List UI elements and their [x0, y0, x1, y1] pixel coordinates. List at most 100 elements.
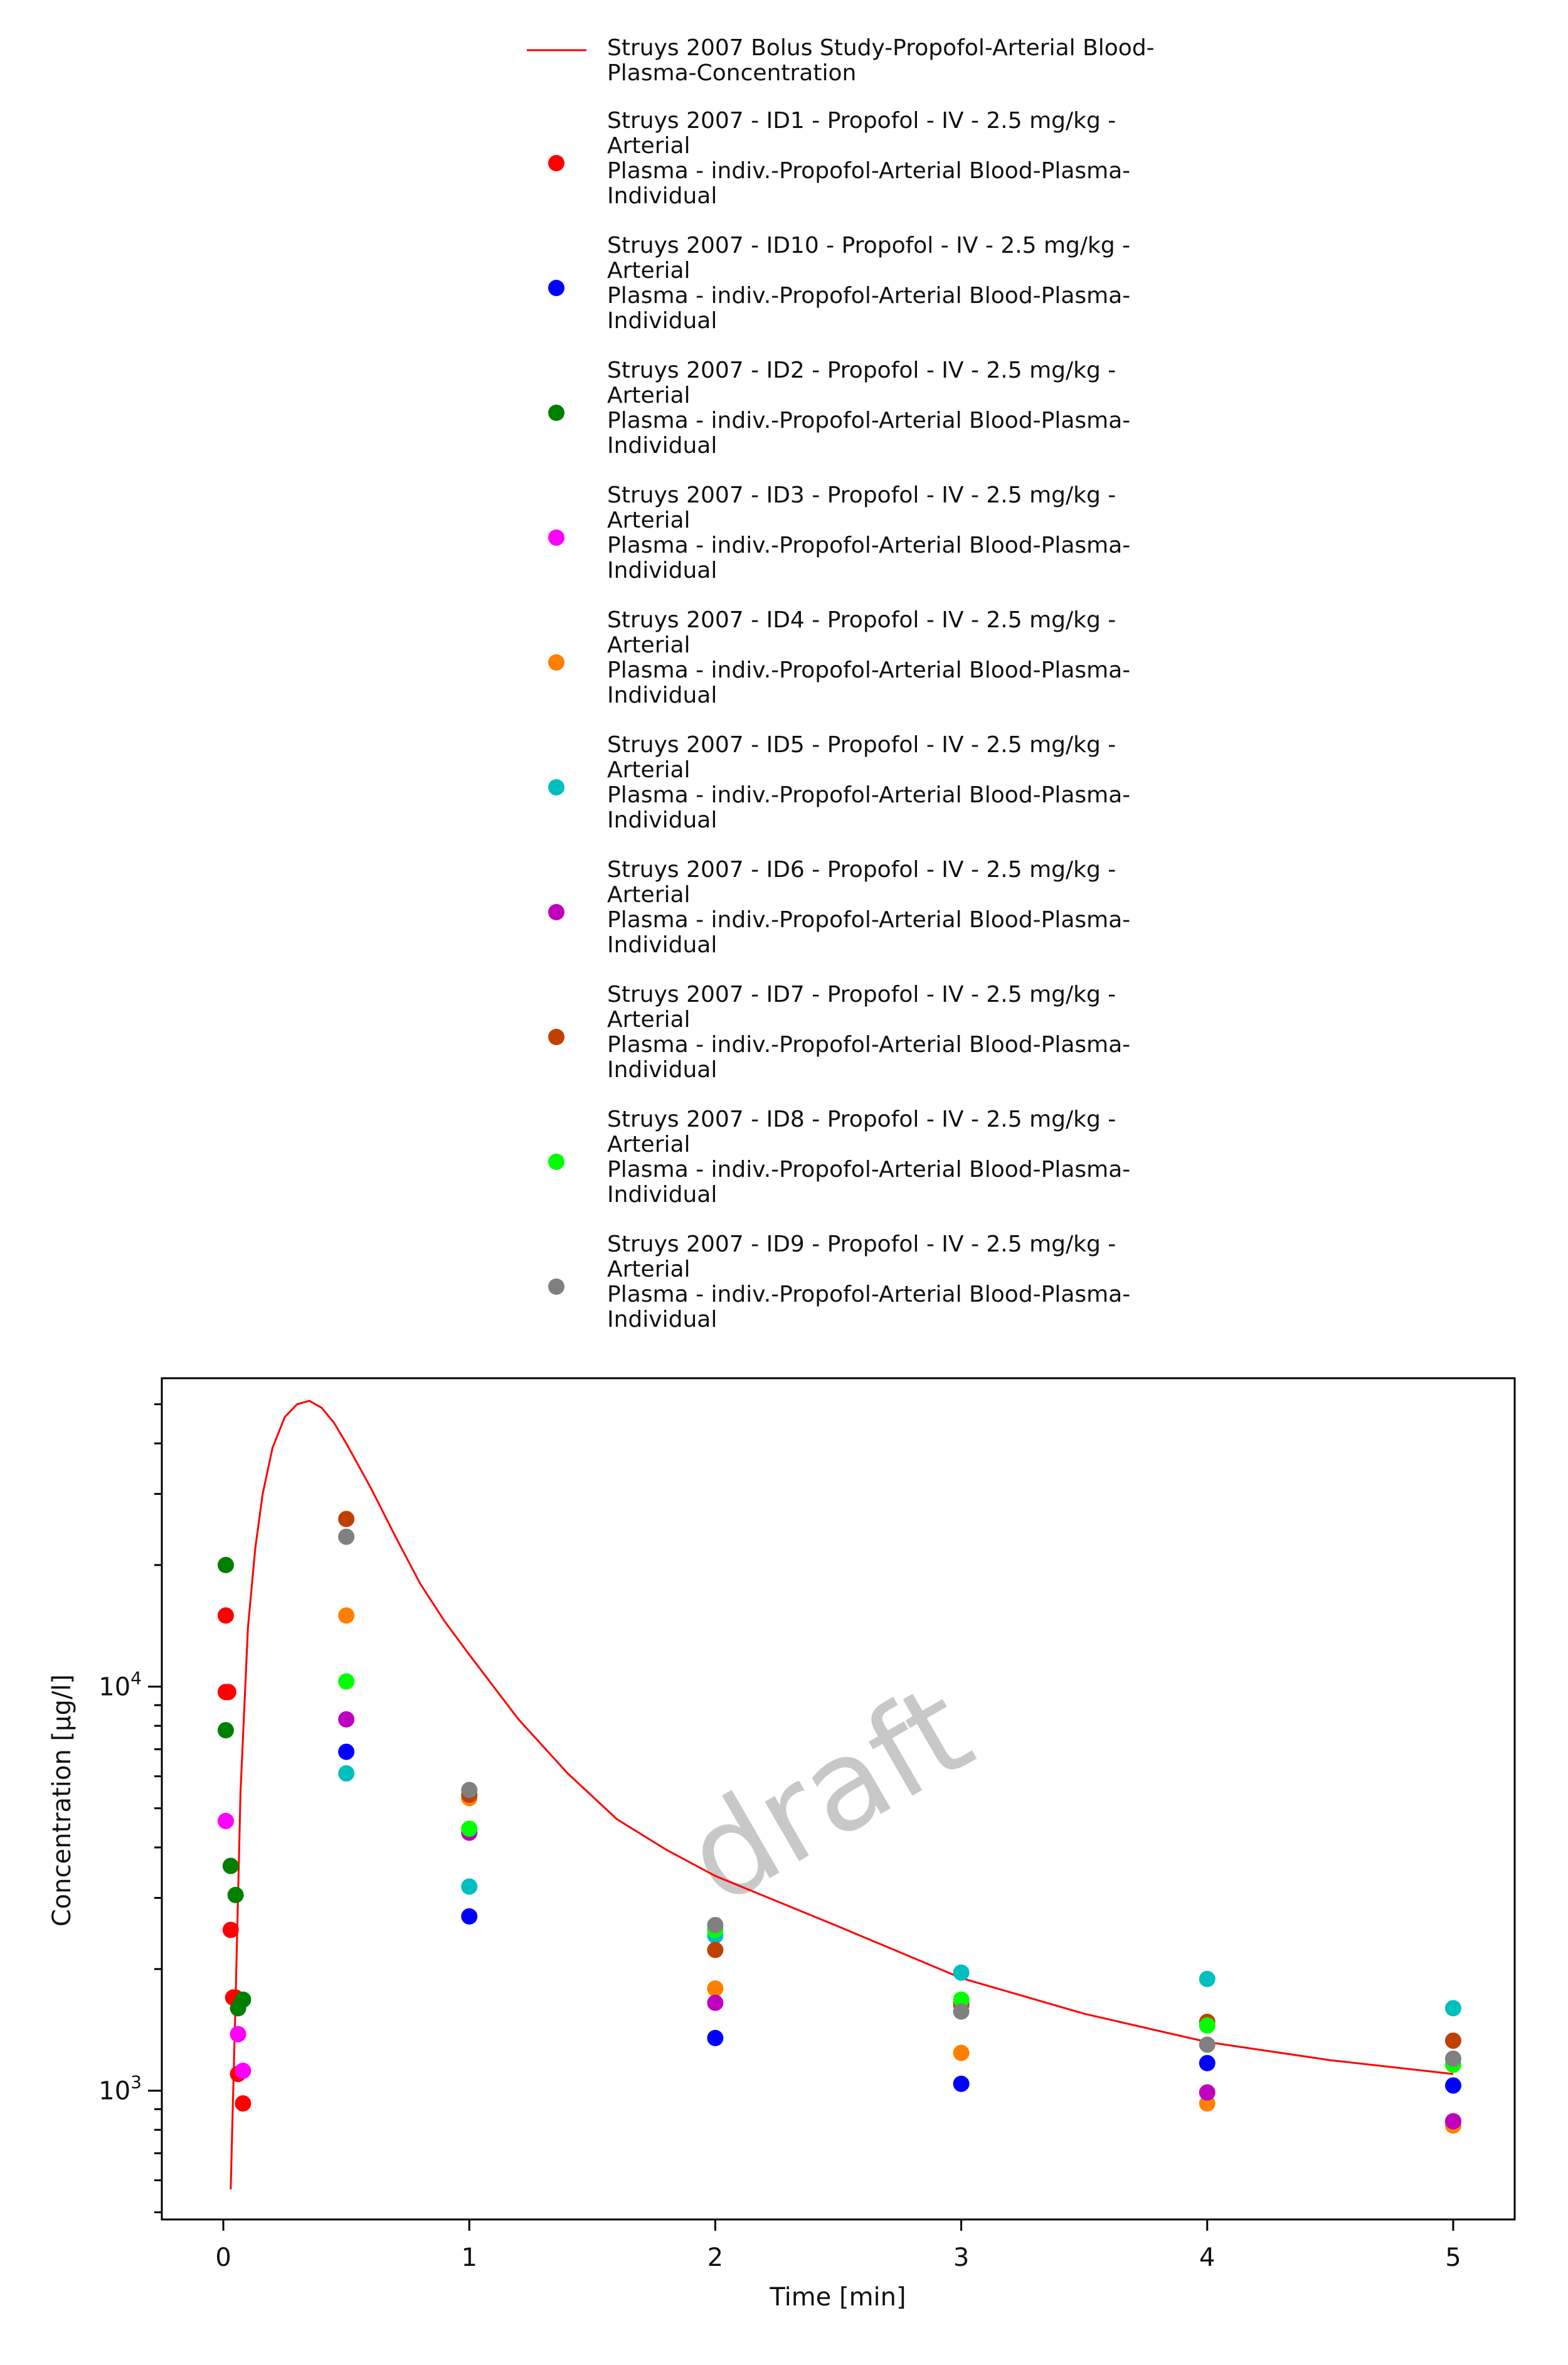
x-tick-label: 0 [215, 2243, 231, 2272]
legend-line-text: Individual [607, 1307, 717, 1332]
legend-marker-6 [548, 779, 564, 795]
legend-line-text: Plasma - indiv.-Propofol-Arterial Blood-… [607, 1032, 1130, 1058]
legend-line-text: Struys 2007 - ID1 - Propofol - IV - 2.5 … [607, 108, 1116, 134]
plot-frame [161, 1377, 1516, 2221]
legend-marker-3 [548, 405, 564, 421]
y-tick-base: 10 [98, 2077, 130, 2106]
data-point-2 [953, 2075, 970, 2092]
data-point-7 [707, 1994, 724, 2011]
legend-line-text: Plasma - indiv.-Propofol-Arterial Blood-… [607, 408, 1130, 433]
data-point-9 [1199, 2017, 1216, 2034]
legend-line-text: Struys 2007 - ID8 - Propofol - IV - 2.5 … [607, 1107, 1116, 1132]
legend-line-text: Arterial [607, 133, 691, 159]
data-point-1 [220, 1684, 236, 1701]
legend-marker-5 [548, 654, 564, 671]
legend-line-text: Struys 2007 Bolus Study-Propofol-Arteria… [607, 35, 1155, 61]
x-tick-label: 1 [462, 2243, 477, 2272]
legend-line-text: Plasma - indiv.-Propofol-Arterial Blood-… [607, 158, 1130, 184]
legend-line-text: Individual [607, 683, 717, 708]
legend-line-text: Struys 2007 - ID9 - Propofol - IV - 2.5 … [607, 1231, 1116, 1257]
data-point-3 [227, 1886, 244, 1903]
data-point-9 [953, 1991, 970, 2008]
legend-marker-10 [548, 1278, 564, 1295]
legend-line-text: Arterial [607, 508, 691, 533]
legend-marker-9 [548, 1154, 564, 1170]
legend-label-9: Struys 2007 - ID8 - Propofol - IV - 2.5 … [607, 1107, 1130, 1208]
legend-label-1: Struys 2007 - ID1 - Propofol - IV - 2.5 … [607, 108, 1130, 209]
model-curve-line [230, 1400, 1454, 2189]
legend-line-text: Arterial [607, 1132, 691, 1157]
data-point-4 [217, 1812, 234, 1829]
data-point-9 [461, 1820, 478, 1837]
data-point-8 [338, 1511, 355, 1528]
legend: Struys 2007 Bolus Study-Propofol-Arteria… [527, 35, 1155, 1332]
legend-line-text: Arterial [607, 1257, 691, 1282]
data-point-7 [1199, 2084, 1216, 2101]
legend-marker-1 [548, 155, 564, 171]
legend-line-text: Arterial [607, 1007, 691, 1033]
data-point-6 [1444, 2000, 1461, 2017]
data-point-6 [338, 1765, 355, 1782]
legend-line-text: Arterial [607, 383, 691, 408]
legend-line-text: Struys 2007 - ID10 - Propofol - IV - 2.5… [607, 233, 1130, 258]
data-point-1 [217, 1607, 234, 1624]
data-point-7 [338, 1711, 355, 1728]
legend-line-text: Individual [607, 183, 717, 209]
data-point-10 [461, 1782, 478, 1799]
legend-line-text: Individual [607, 1057, 717, 1083]
data-point-3 [235, 1991, 252, 2008]
legend-line-text: Individual [607, 807, 717, 833]
y-tick-base: 10 [98, 1673, 130, 1702]
x-tick-label: 4 [1199, 2243, 1215, 2272]
data-point-6 [1199, 1970, 1216, 1987]
legend-line-text: Struys 2007 - ID6 - Propofol - IV - 2.5 … [607, 857, 1116, 883]
legend-line-text: Arterial [607, 882, 691, 908]
data-point-5 [338, 1607, 355, 1624]
watermark-text: draft [662, 1657, 995, 1933]
data-point-2 [1199, 2054, 1216, 2071]
legend-line-text: Struys 2007 - ID2 - Propofol - IV - 2.5 … [607, 358, 1116, 383]
data-point-2 [461, 1908, 478, 1925]
x-axis-label: Time [min] [769, 2283, 906, 2312]
data-point-2 [338, 1743, 355, 1760]
legend-marker-7 [548, 904, 564, 920]
legend-line-text: Arterial [607, 258, 691, 284]
legend-line-text: Struys 2007 - ID7 - Propofol - IV - 2.5 … [607, 982, 1116, 1007]
y-tick-label: 104 [98, 1668, 142, 1702]
data-point-3 [217, 1722, 234, 1739]
legend-line-text: Struys 2007 - ID3 - Propofol - IV - 2.5 … [607, 482, 1116, 508]
y-tick-label: 103 [98, 2072, 142, 2106]
legend-label-5: Struys 2007 - ID4 - Propofol - IV - 2.5 … [607, 607, 1130, 708]
data-point-9 [338, 1673, 355, 1690]
legend-label-7: Struys 2007 - ID6 - Propofol - IV - 2.5 … [607, 857, 1130, 958]
x-axis: 0 1 2 3 4 5 [215, 2219, 1461, 2272]
legend-label-4: Struys 2007 - ID3 - Propofol - IV - 2.5 … [607, 482, 1130, 583]
data-point-6 [461, 1878, 478, 1895]
data-point-10 [953, 2003, 970, 2020]
x-tick-label: 3 [953, 2243, 969, 2272]
legend-line-text: Arterial [607, 757, 691, 783]
data-point-6 [953, 1964, 970, 1981]
watermark: draft [662, 1657, 995, 1933]
legend-label-model: Struys 2007 Bolus Study-Propofol-Arteria… [607, 35, 1155, 86]
legend-marker-4 [548, 529, 564, 546]
legend-line-text: Plasma - indiv.-Propofol-Arterial Blood-… [607, 283, 1130, 309]
data-point-10 [338, 1528, 355, 1545]
data-point-5 [707, 1980, 724, 1997]
legend-marker-8 [548, 1029, 564, 1045]
data-point-4 [230, 2026, 246, 2043]
legend-line-text: Individual [607, 558, 717, 583]
legend-line-text: Individual [607, 1182, 717, 1208]
y-tick-exponent: 4 [130, 1668, 142, 1689]
data-point-1 [235, 2095, 252, 2112]
data-point-8 [707, 1942, 724, 1958]
y-axis-label: Concentration [µg/l] [48, 1674, 77, 1927]
legend-line-text: Individual [607, 433, 717, 459]
legend-line-text: Plasma - indiv.-Propofol-Arterial Blood-… [607, 782, 1130, 808]
data-point-5 [953, 2044, 970, 2061]
legend-label-8: Struys 2007 - ID7 - Propofol - IV - 2.5 … [607, 982, 1130, 1083]
data-point-3 [217, 1556, 234, 1573]
legend-label-3: Struys 2007 - ID2 - Propofol - IV - 2.5 … [607, 358, 1130, 459]
